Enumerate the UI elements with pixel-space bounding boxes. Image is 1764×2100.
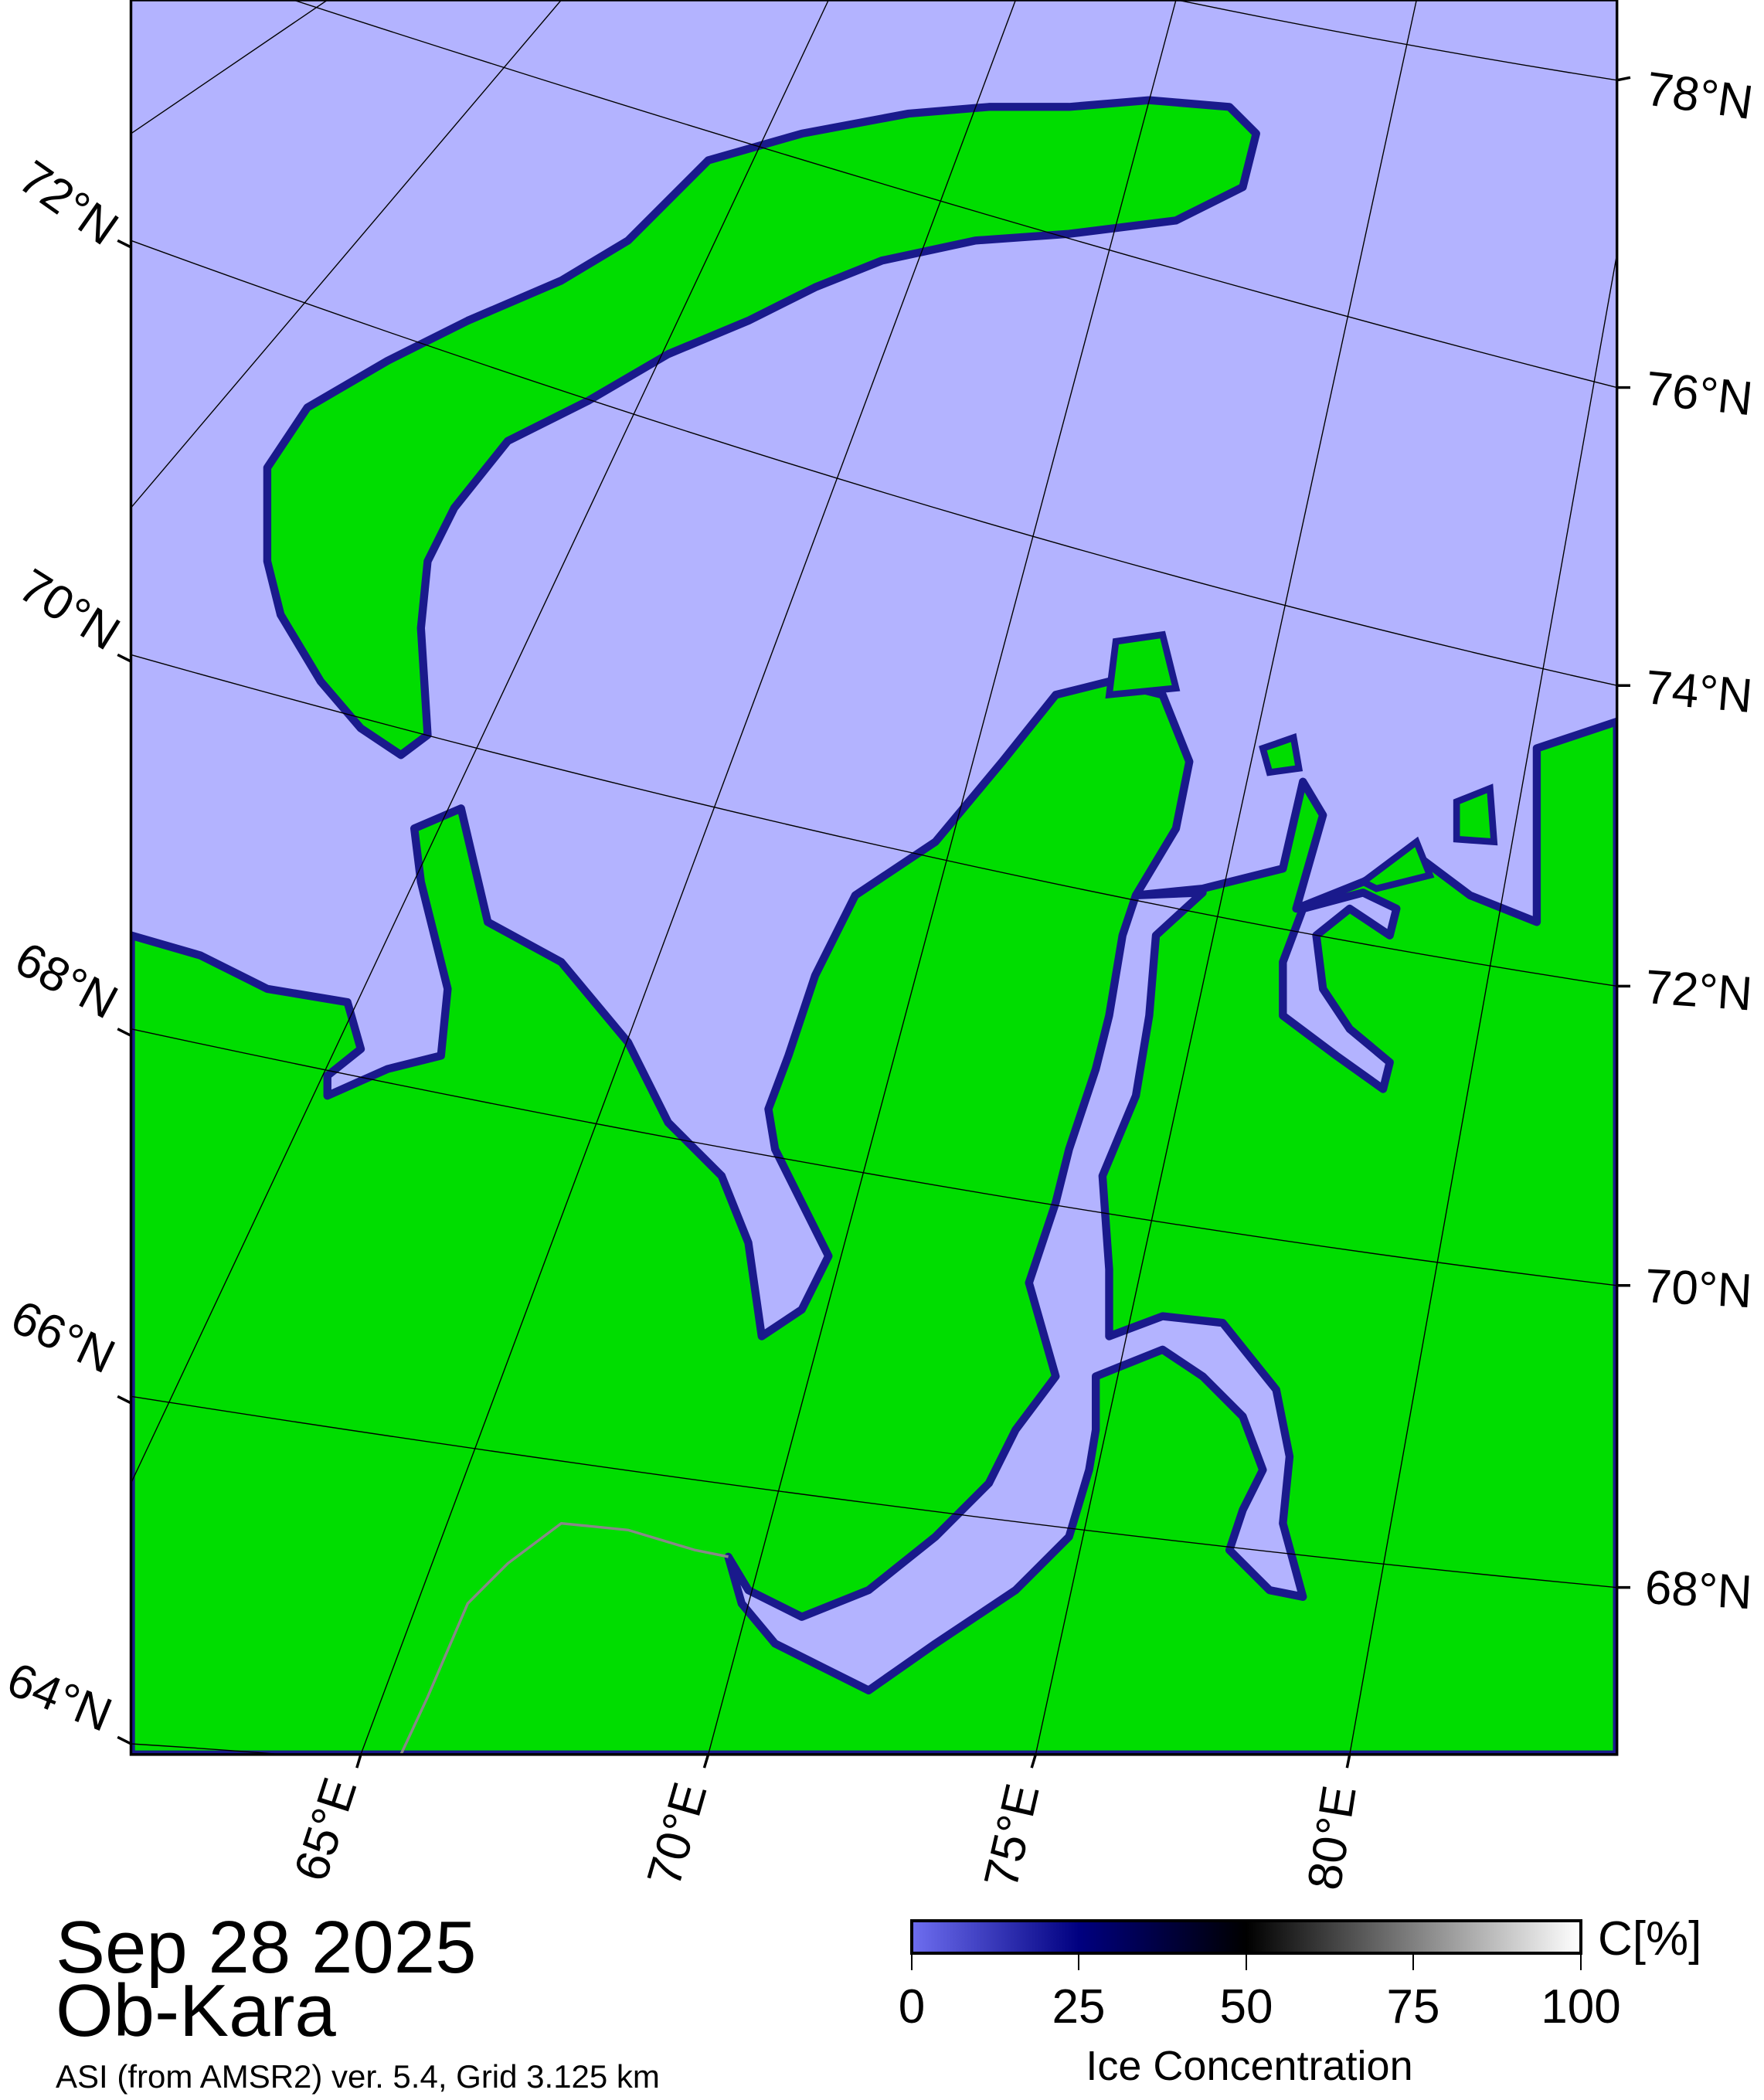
colorbar-tick-label: 0 [899,1980,925,2034]
colorbar [910,1919,1582,1955]
map-frame [129,0,1619,1756]
island-belyy [1105,630,1181,699]
lat-label-right: 78°N [1643,63,1756,131]
lat-label-left: 72°N [9,151,127,256]
colorbar-tick-label: 75 [1387,1980,1440,2034]
lat-label-left: 68°N [6,932,126,1029]
colorbar-ticks [911,1953,1582,1970]
lat-label-right: 74°N [1643,661,1755,723]
lat-label-left: 70°N [10,559,129,661]
lon-label-bottom: 75°E [974,1779,1050,1893]
island [1356,836,1435,892]
gydan-bay [1279,889,1401,1093]
lat-label-left: 66°N [3,1290,123,1384]
colorbar-tick-label: 100 [1541,1980,1620,2034]
lon-label-bottom: 65°E [284,1772,367,1888]
island [1259,732,1303,776]
colorbar-title: Ice Concentration [1086,2043,1412,2089]
date-title: Sep 28 2025 [56,1906,477,1989]
colorbar-unit: C[%] [1598,1912,1701,1966]
colorbar-tick-label: 25 [1052,1980,1106,2034]
lon-label-bottom: 70°E [637,1777,718,1892]
lat-label-right: 72°N [1643,960,1754,1021]
lat-label-left: 64°N [0,1653,119,1742]
river [399,1521,729,1755]
lon-label-bottom: 80°E [1298,1782,1367,1893]
lat-label-right: 70°N [1643,1259,1753,1318]
lat-label-right: 76°N [1643,362,1756,426]
region-title: Ob-Kara [56,1969,336,2052]
source-caption: ASI (from AMSR2) ver. 5.4, Grid 3.125 km [56,2058,660,2095]
frame-ticks [117,76,1631,1769]
island [1453,783,1498,846]
mainland-yamal-gydan [131,677,1617,1755]
graticule [131,0,1617,1755]
ob-bay [724,889,1307,1695]
colorbar-tick-label: 50 [1220,1980,1273,2034]
novaya-zemlya [263,96,1260,759]
lat-label-right: 68°N [1643,1561,1753,1619]
